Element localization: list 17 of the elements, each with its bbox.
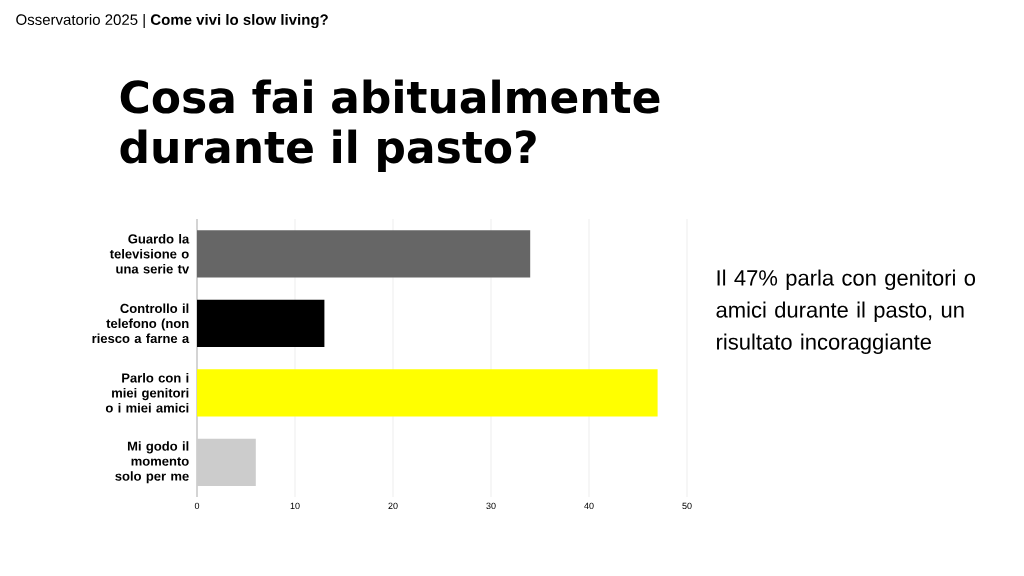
bar [197, 438, 256, 486]
bar [197, 369, 658, 417]
x-tick-label: 10 [290, 502, 300, 510]
x-tick-label: 0 [194, 502, 200, 510]
chart-title: Cosa fai abitualmente durante il pasto? [120, 79, 660, 173]
x-tick-label: 50 [682, 502, 692, 510]
x-tick-label: 40 [584, 502, 594, 510]
text: Il 47% parla con genitori o amici durante il pasto, un risultato incoraggiante [716, 269, 976, 355]
bar [197, 230, 531, 278]
bar [197, 299, 325, 347]
y-tick-label: Mi godo il momento solo per me [115, 441, 189, 484]
y-tick-label: Controllo il telefono (non riesco a farne a [92, 303, 190, 344]
chart-subtitle: Osservatorio 2025 | Come vivi lo slow living? [16, 13, 328, 29]
y-tick-label: Parlo con i miei genitori o i miei amici [105, 372, 189, 413]
y-tick-label: Guardo la televisione o una serie tv [109, 233, 190, 274]
x-tick-label: 20 [388, 502, 398, 510]
x-tick-label: 30 [486, 502, 496, 510]
